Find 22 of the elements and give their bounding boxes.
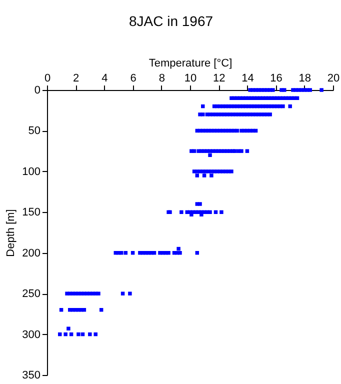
x-tick-label: 10 bbox=[184, 72, 197, 84]
x-tick-label: 2 bbox=[73, 72, 80, 84]
y-tick-label: 50 bbox=[28, 125, 40, 138]
y-axis-title: Depth [m] bbox=[5, 209, 18, 257]
y-tick-label: 350 bbox=[22, 370, 40, 382]
x-tick-label: 18 bbox=[298, 72, 312, 84]
x-tick-label: 0 bbox=[44, 72, 51, 84]
x-tick-label: 6 bbox=[130, 72, 136, 84]
y-tick-label: 150 bbox=[22, 206, 40, 219]
x-tick-label: 4 bbox=[102, 72, 108, 84]
x-axis-title: Temperature [°C] bbox=[148, 58, 232, 70]
chart-title: 8JAC in 1967 bbox=[128, 13, 214, 29]
x-tick-label: 8 bbox=[158, 72, 165, 84]
y-tick-label: 0 bbox=[34, 84, 40, 96]
y-tick-label: 200 bbox=[22, 247, 40, 260]
y-tick-label: 250 bbox=[22, 288, 40, 300]
x-tick-label: 20 bbox=[327, 72, 340, 84]
y-tick-label: 100 bbox=[22, 166, 40, 178]
y-tick-label: 300 bbox=[22, 328, 40, 341]
x-tick-label: 14 bbox=[242, 72, 254, 84]
x-tick-label: 16 bbox=[270, 72, 282, 84]
x-tick-label: 12 bbox=[212, 72, 226, 84]
